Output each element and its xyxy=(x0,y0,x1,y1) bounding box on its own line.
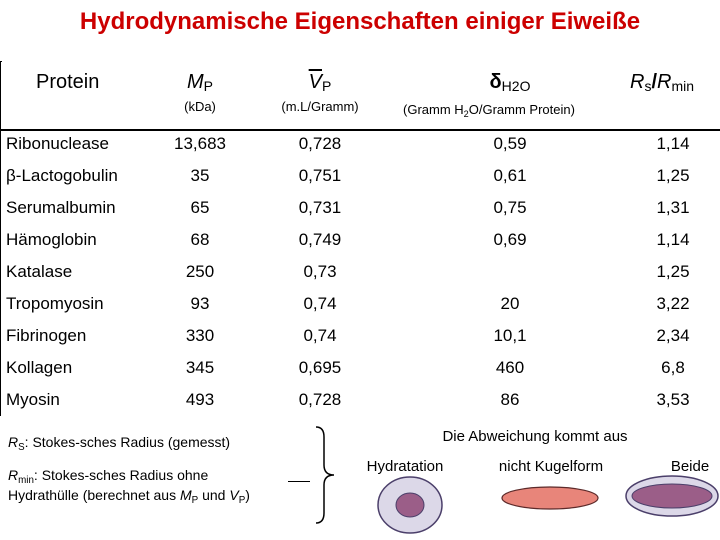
cell-delta: 460 xyxy=(495,358,525,377)
note-rs-symbol: R xyxy=(8,434,19,450)
cell-delta: 0,59 xyxy=(493,134,527,153)
cell-protein: Kollagen xyxy=(6,358,73,377)
header-mp-unit: (kDa) xyxy=(184,99,216,114)
cell-mp: 330 xyxy=(185,326,215,345)
note-rmin: Rmin: Stokes-sches Radius ohne xyxy=(8,466,208,490)
note-rmin-line2: Hydrathülle (berechnet aus MP und VP) xyxy=(8,486,250,510)
cell-ratio: 2,34 xyxy=(656,326,690,345)
cell-mp: 68 xyxy=(190,230,210,249)
note-vp-overline-mark xyxy=(288,481,310,482)
note-rmin-symbol: R xyxy=(8,467,19,483)
cell-ratio: 1,25 xyxy=(656,166,690,185)
header-ratio-rs-sub: s xyxy=(644,78,652,94)
cell-protein: Serumalbumin xyxy=(6,198,116,217)
note-line3-end: ) xyxy=(245,487,250,503)
cause-beide: Beide xyxy=(670,458,710,475)
cell-ratio: 1,14 xyxy=(656,134,690,153)
cell-protein: Katalase xyxy=(6,262,73,281)
header-ratio-rs: R xyxy=(630,71,645,93)
cell-vp: 0,751 xyxy=(298,166,342,185)
cause-nicht-kugelform: nicht Kugelform xyxy=(498,458,604,475)
cell-delta: 20 xyxy=(500,294,520,313)
cell-ratio: 6,8 xyxy=(661,358,685,377)
cell-mp: 345 xyxy=(185,358,215,377)
cell-protein: β-Lactogobulin xyxy=(6,166,118,185)
header-delta-symbol: δ xyxy=(489,71,502,93)
cell-ratio: 1,31 xyxy=(656,198,690,217)
cell-delta: 0,75 xyxy=(493,198,527,217)
cell-delta: 0,61 xyxy=(493,166,527,185)
header-separator xyxy=(0,129,720,131)
cell-protein: Fibrinogen xyxy=(6,326,87,345)
note-line3-msub: P xyxy=(191,495,199,506)
cell-protein: Myosin xyxy=(6,390,60,409)
cell-delta: 10,1 xyxy=(493,326,527,345)
table-border-top xyxy=(0,61,2,62)
note-line3-vsub: P xyxy=(238,495,246,506)
note-rmin-sub: min xyxy=(18,475,34,486)
header-delta-unit-a: (Gramm H xyxy=(403,102,464,117)
header-delta-unit-sub: 2 xyxy=(463,109,469,119)
cell-delta: 86 xyxy=(500,390,520,409)
header-delta-unit-b: O/Gramm Protein) xyxy=(468,102,575,117)
brace-icon xyxy=(315,426,335,524)
header-vp-symbol: V xyxy=(308,71,322,93)
header-protein: Protein xyxy=(36,71,100,93)
header-ratio-rmin: R xyxy=(657,71,672,93)
header-delta-sub: H2O xyxy=(501,78,531,94)
note-rs-text: : Stokes-sches Radius (gemesst) xyxy=(24,434,231,450)
cell-ratio: 1,14 xyxy=(656,230,690,249)
page-title: Hydrodynamische Eigenschaften einiger Ei… xyxy=(79,8,641,35)
header-vp-sub: P xyxy=(322,78,332,94)
hydrated-sphere-icon xyxy=(377,476,443,534)
cell-mp: 13,683 xyxy=(174,134,226,153)
cell-protein: Hämoglobin xyxy=(6,230,97,249)
note-rs-sub: S xyxy=(18,442,25,453)
cell-delta: 0,69 xyxy=(493,230,527,249)
header-ratio-slash: / xyxy=(651,71,658,93)
header-delta-unit: (Gramm H2O/Gramm Protein) xyxy=(403,100,575,124)
header-mp-sub: P xyxy=(203,78,213,94)
cell-mp: 250 xyxy=(185,262,215,281)
cause-hydratation: Hydratation xyxy=(366,458,444,475)
cell-vp: 0,728 xyxy=(298,134,342,153)
deviation-heading: Die Abweichung kommt aus xyxy=(442,428,628,445)
note-line3-v: V xyxy=(229,487,239,503)
cell-vp: 0,731 xyxy=(298,198,342,217)
cell-vp: 0,749 xyxy=(298,230,342,249)
cell-vp: 0,74 xyxy=(303,326,337,345)
header-ratio-rmin-sub: min xyxy=(671,78,695,94)
note-line3-und: und xyxy=(198,487,230,503)
cell-mp: 493 xyxy=(185,390,215,409)
note-rmin-text: : Stokes-sches Radius ohne xyxy=(33,467,209,483)
cell-mp: 35 xyxy=(190,166,210,185)
table-border-left xyxy=(0,61,1,416)
cell-mp: 93 xyxy=(190,294,210,313)
header-delta: δH2O xyxy=(440,72,580,96)
cell-ratio: 3,53 xyxy=(656,390,690,409)
cell-vp: 0,728 xyxy=(298,390,342,409)
hydrated-elongated-icon xyxy=(625,475,719,517)
header-vp-unit: (m.L/Gramm) xyxy=(281,99,359,114)
cell-vp: 0,73 xyxy=(303,262,337,281)
cell-vp: 0,74 xyxy=(303,294,337,313)
elongated-shape-icon xyxy=(501,486,599,510)
note-line3-a: Hydrathülle (berechnet aus xyxy=(8,487,180,503)
header-mp-symbol: M xyxy=(186,71,204,93)
cell-mp: 65 xyxy=(190,198,210,217)
header-ratio: Rs/Rmin xyxy=(630,72,694,96)
cell-vp: 0,695 xyxy=(298,358,342,377)
cell-protein: Tropomyosin xyxy=(6,294,104,313)
cell-ratio: 1,25 xyxy=(656,262,690,281)
header-vp: VP xyxy=(270,72,370,96)
header-mp: MP xyxy=(150,72,250,96)
note-rs: RS: Stokes-sches Radius (gemesst) xyxy=(8,433,230,457)
cell-protein: Ribonuclease xyxy=(6,134,110,153)
cell-ratio: 3,22 xyxy=(656,294,690,313)
note-line3-m: M xyxy=(180,487,192,503)
